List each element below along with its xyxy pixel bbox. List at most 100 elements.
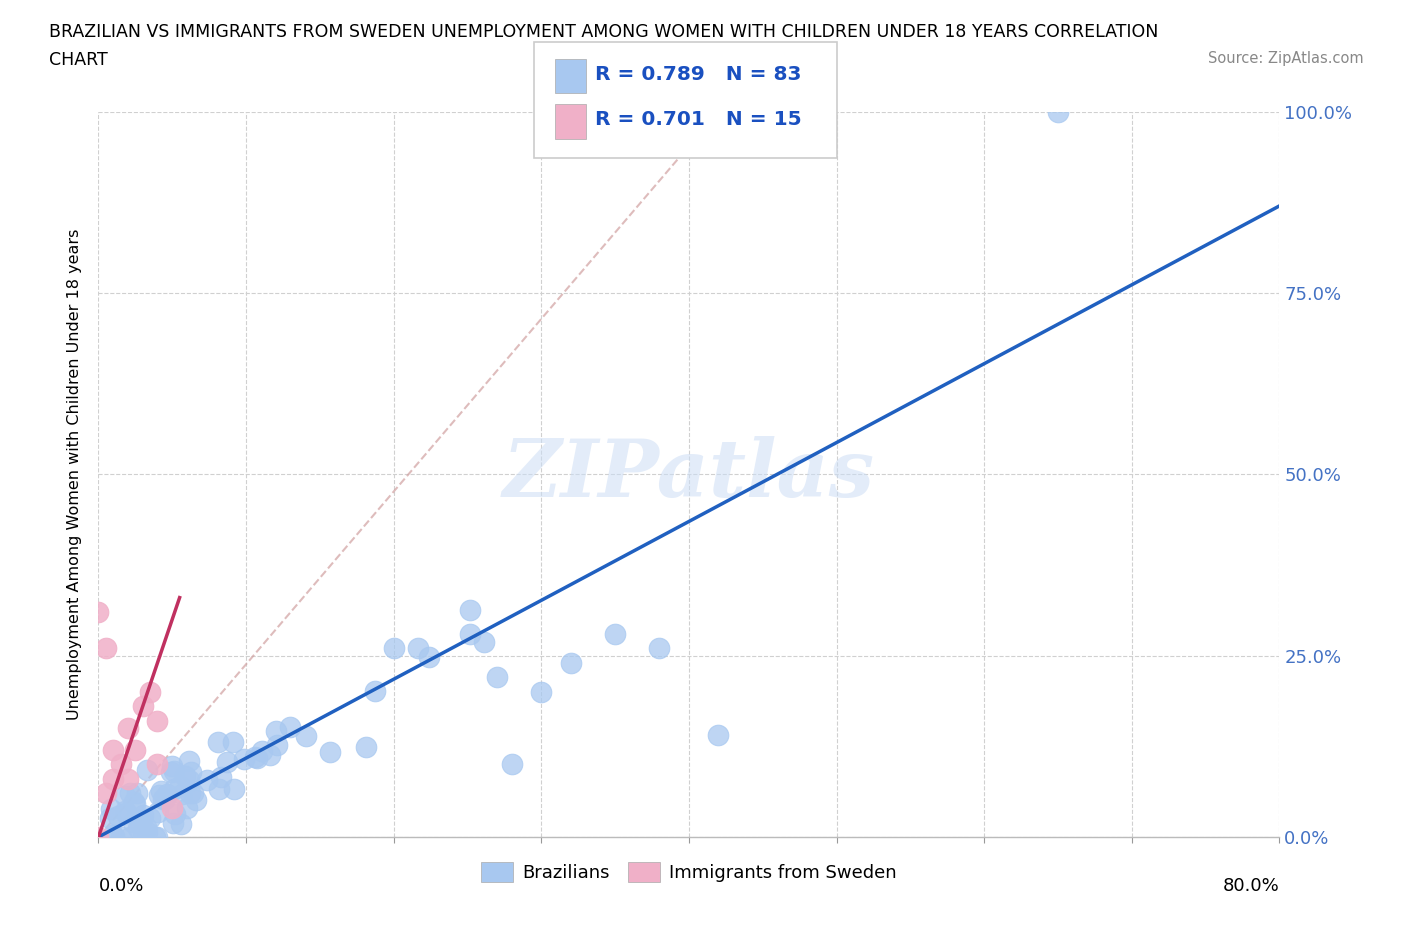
Point <box>266 737 288 752</box>
Point <box>264 724 287 738</box>
Point <box>103 772 125 787</box>
Point <box>181 786 204 801</box>
Point <box>294 729 316 744</box>
Point <box>217 754 239 769</box>
Point <box>146 713 169 728</box>
Point <box>560 656 582 671</box>
Text: ZIPatlas: ZIPatlas <box>503 435 875 513</box>
Point <box>209 769 232 784</box>
Point <box>180 764 202 779</box>
Point <box>472 634 495 649</box>
Point <box>122 794 145 809</box>
Text: CHART: CHART <box>49 51 108 69</box>
Point <box>278 720 301 735</box>
Point <box>138 810 160 825</box>
Point <box>259 748 281 763</box>
Point <box>132 807 155 822</box>
Legend: Brazilians, Immigrants from Sweden: Brazilians, Immigrants from Sweden <box>474 855 904 890</box>
Point <box>155 787 177 802</box>
Point <box>530 684 553 699</box>
Y-axis label: Unemployment Among Women with Children Under 18 years: Unemployment Among Women with Children U… <box>67 229 83 720</box>
Point <box>648 641 671 656</box>
Point <box>132 699 155 714</box>
Point <box>117 721 139 736</box>
Point <box>169 779 191 794</box>
Point <box>125 786 148 801</box>
Point <box>110 830 132 844</box>
Point <box>118 786 141 801</box>
Point <box>162 759 184 774</box>
Point <box>131 812 153 827</box>
Point <box>605 627 627 642</box>
Point <box>382 641 405 656</box>
Point <box>163 781 186 796</box>
Point <box>117 772 139 787</box>
Text: 0.0%: 0.0% <box>98 877 143 895</box>
Point <box>143 830 166 844</box>
Point <box>94 786 117 801</box>
Point <box>114 788 136 803</box>
Point <box>124 742 146 757</box>
Point <box>146 757 169 772</box>
Point <box>150 784 173 799</box>
Point <box>170 817 193 831</box>
Point <box>107 809 129 824</box>
Text: BRAZILIAN VS IMMIGRANTS FROM SWEDEN UNEMPLOYMENT AMONG WOMEN WITH CHILDREN UNDER: BRAZILIAN VS IMMIGRANTS FROM SWEDEN UNEM… <box>49 23 1159 41</box>
Point <box>110 757 132 772</box>
Point <box>115 805 138 820</box>
Text: Source: ZipAtlas.com: Source: ZipAtlas.com <box>1208 51 1364 66</box>
Point <box>246 751 269 765</box>
Point <box>129 816 152 830</box>
Point <box>243 750 266 764</box>
Point <box>418 650 440 665</box>
Point <box>101 828 124 843</box>
Point <box>136 825 159 840</box>
Point <box>100 802 122 817</box>
Point <box>139 684 162 699</box>
Point <box>127 820 149 835</box>
Point <box>184 792 207 807</box>
Point <box>460 603 482 618</box>
Point <box>707 728 730 743</box>
Text: R = 0.789   N = 83: R = 0.789 N = 83 <box>595 65 801 84</box>
Point <box>208 781 231 796</box>
Point <box>152 791 174 806</box>
Point <box>177 753 200 768</box>
Point <box>319 744 342 759</box>
Point <box>162 816 184 830</box>
Point <box>114 804 136 818</box>
Point <box>195 772 218 787</box>
Point <box>460 627 482 642</box>
Point <box>179 786 201 801</box>
Point <box>132 827 155 842</box>
Point <box>165 806 187 821</box>
Point <box>146 804 169 819</box>
Point <box>87 604 110 619</box>
Point <box>250 743 273 758</box>
Point <box>135 820 157 835</box>
Point <box>118 830 141 844</box>
Point <box>1046 104 1070 119</box>
Point <box>486 670 509 684</box>
Point <box>174 769 197 784</box>
Point <box>103 742 125 757</box>
Point <box>354 739 377 754</box>
Point <box>124 797 146 812</box>
Point <box>232 752 254 767</box>
Point <box>153 792 176 807</box>
Point <box>222 735 245 750</box>
Point <box>207 735 229 750</box>
Text: R = 0.701   N = 15: R = 0.701 N = 15 <box>595 111 801 129</box>
Point <box>146 830 169 844</box>
Point <box>224 781 246 796</box>
Point <box>163 764 186 778</box>
Point <box>177 773 200 788</box>
Point <box>87 830 110 844</box>
Text: 80.0%: 80.0% <box>1223 877 1279 895</box>
Point <box>94 641 117 656</box>
Point <box>176 801 198 816</box>
Point <box>135 763 157 777</box>
Point <box>364 684 387 698</box>
Point <box>160 764 183 779</box>
Point <box>103 830 125 844</box>
